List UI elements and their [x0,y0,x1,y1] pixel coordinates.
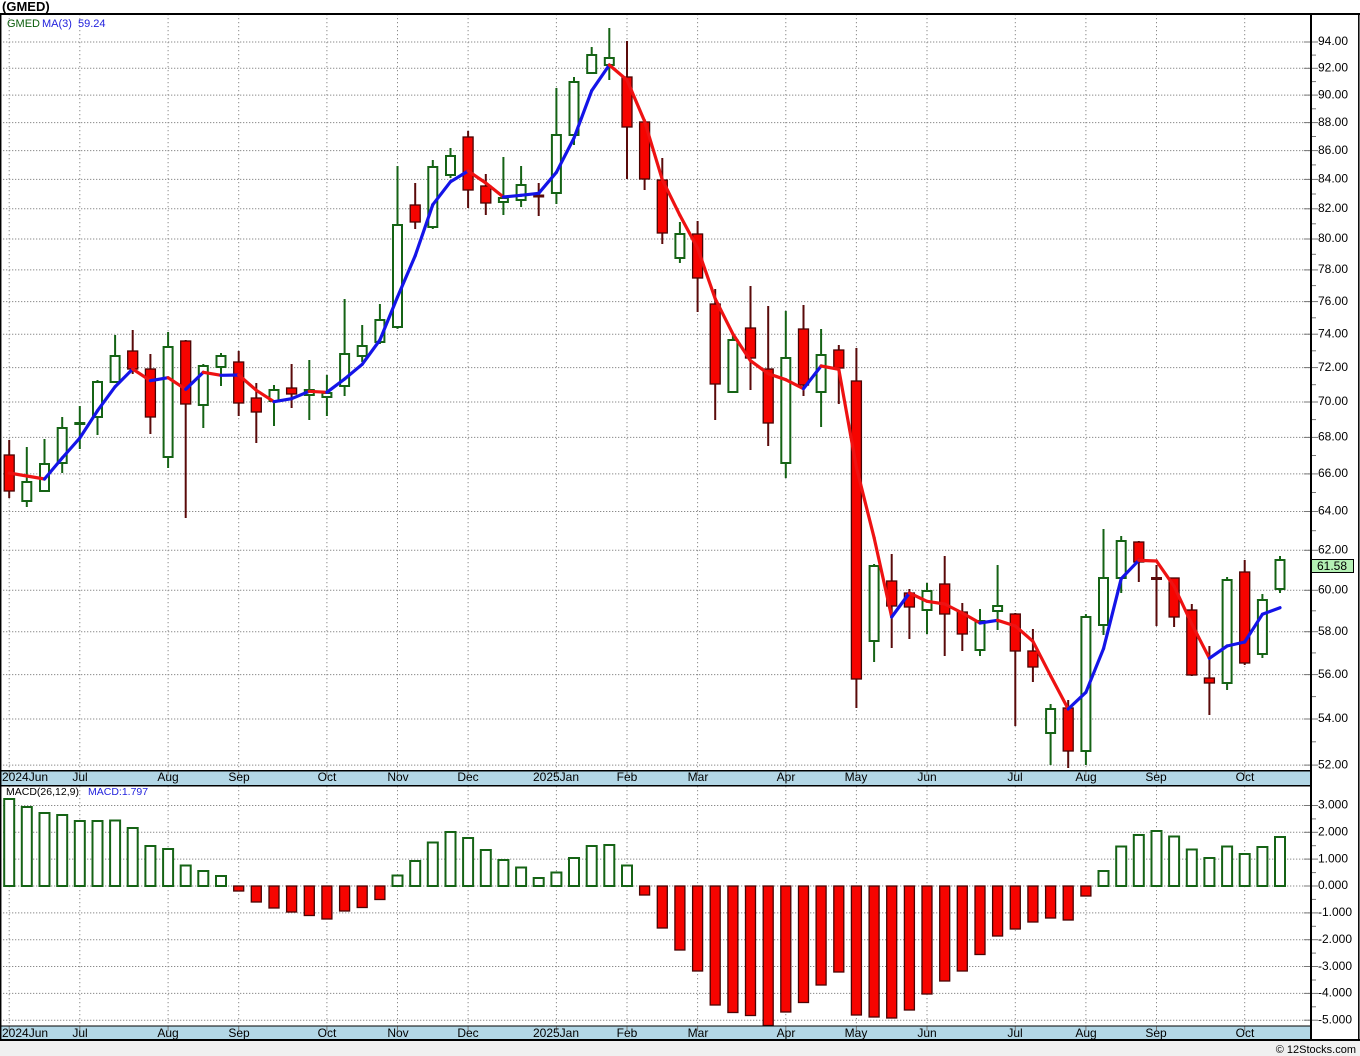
svg-text:80.00: 80.00 [1318,231,1348,245]
svg-text:59.24: 59.24 [78,18,106,30]
svg-text:82.00: 82.00 [1318,201,1348,215]
svg-text:Jul: Jul [72,1026,87,1040]
svg-text:1.000: 1.000 [1318,851,1348,865]
svg-text:58.00: 58.00 [1318,624,1348,638]
svg-text:Dec: Dec [457,1026,478,1040]
svg-text:56.00: 56.00 [1318,667,1348,681]
svg-text:GMED: GMED [7,18,40,30]
svg-text:Sep: Sep [1145,1026,1167,1040]
svg-text:2024Jun: 2024Jun [2,1026,48,1040]
svg-text:© 12Stocks.com: © 12Stocks.com [1276,1044,1356,1056]
svg-text:88.00: 88.00 [1318,115,1348,129]
svg-text:Sep: Sep [228,1026,250,1040]
svg-text:Oct: Oct [318,1026,337,1040]
svg-text:Mar: Mar [688,1026,709,1040]
svg-text:-1.000: -1.000 [1318,905,1352,919]
svg-text:94.00: 94.00 [1318,34,1348,48]
svg-text:Sep: Sep [228,770,250,784]
svg-text:66.00: 66.00 [1318,466,1348,480]
svg-text:MACD(26,12,9): MACD(26,12,9) [6,786,79,798]
svg-text:Nov: Nov [387,1026,408,1040]
svg-text:54.00: 54.00 [1318,711,1348,725]
svg-text:61.58: 61.58 [1317,559,1347,573]
svg-text:60.00: 60.00 [1318,583,1348,597]
svg-text:Jun: Jun [917,770,936,784]
svg-text:Sep: Sep [1145,770,1167,784]
svg-text:64.00: 64.00 [1318,504,1348,518]
svg-text:-2.000: -2.000 [1318,932,1352,946]
svg-text:Dec: Dec [457,770,478,784]
svg-text:Jul: Jul [1007,1026,1022,1040]
svg-text:Mar: Mar [688,770,709,784]
svg-text:Nov: Nov [387,770,408,784]
svg-text:Jun: Jun [917,1026,936,1040]
svg-text:52.00: 52.00 [1318,757,1348,771]
svg-text:MA(3): MA(3) [42,18,72,30]
svg-text:Aug: Aug [1075,1026,1096,1040]
svg-text:2025Jan: 2025Jan [533,1026,579,1040]
svg-text:Aug: Aug [1075,770,1096,784]
svg-text:Aug: Aug [157,1026,178,1040]
svg-text:70.00: 70.00 [1318,394,1348,408]
svg-text:May: May [845,1026,868,1040]
svg-text:MACD:1.797: MACD:1.797 [88,786,148,798]
svg-text:Aug: Aug [157,770,178,784]
svg-text:Jul: Jul [72,770,87,784]
svg-text:(GMED): (GMED) [2,0,50,14]
svg-text:92.00: 92.00 [1318,61,1348,75]
svg-text:2025Jan: 2025Jan [533,770,579,784]
svg-text:May: May [845,770,868,784]
svg-text:-5.000: -5.000 [1318,1013,1352,1027]
svg-text:78.00: 78.00 [1318,262,1348,276]
svg-text:Oct: Oct [1236,1026,1255,1040]
svg-text:-3.000: -3.000 [1318,959,1352,973]
svg-text:86.00: 86.00 [1318,143,1348,157]
svg-text:76.00: 76.00 [1318,294,1348,308]
svg-text:Feb: Feb [617,1026,638,1040]
svg-text:74.00: 74.00 [1318,326,1348,340]
svg-text:Apr: Apr [777,770,796,784]
svg-text:2024Jun: 2024Jun [2,770,48,784]
svg-text:62.00: 62.00 [1318,543,1348,557]
svg-text:90.00: 90.00 [1318,87,1348,101]
svg-text:Jul: Jul [1007,770,1022,784]
svg-text:0.000: 0.000 [1318,878,1348,892]
svg-text:68.00: 68.00 [1318,430,1348,444]
svg-text:72.00: 72.00 [1318,360,1348,374]
svg-text:-4.000: -4.000 [1318,986,1352,1000]
svg-text:Feb: Feb [617,770,638,784]
svg-text:2.000: 2.000 [1318,825,1348,839]
svg-text:84.00: 84.00 [1318,172,1348,186]
svg-text:Oct: Oct [1236,770,1255,784]
svg-text:3.000: 3.000 [1318,798,1348,812]
svg-text:Apr: Apr [777,1026,796,1040]
svg-text:Oct: Oct [318,770,337,784]
